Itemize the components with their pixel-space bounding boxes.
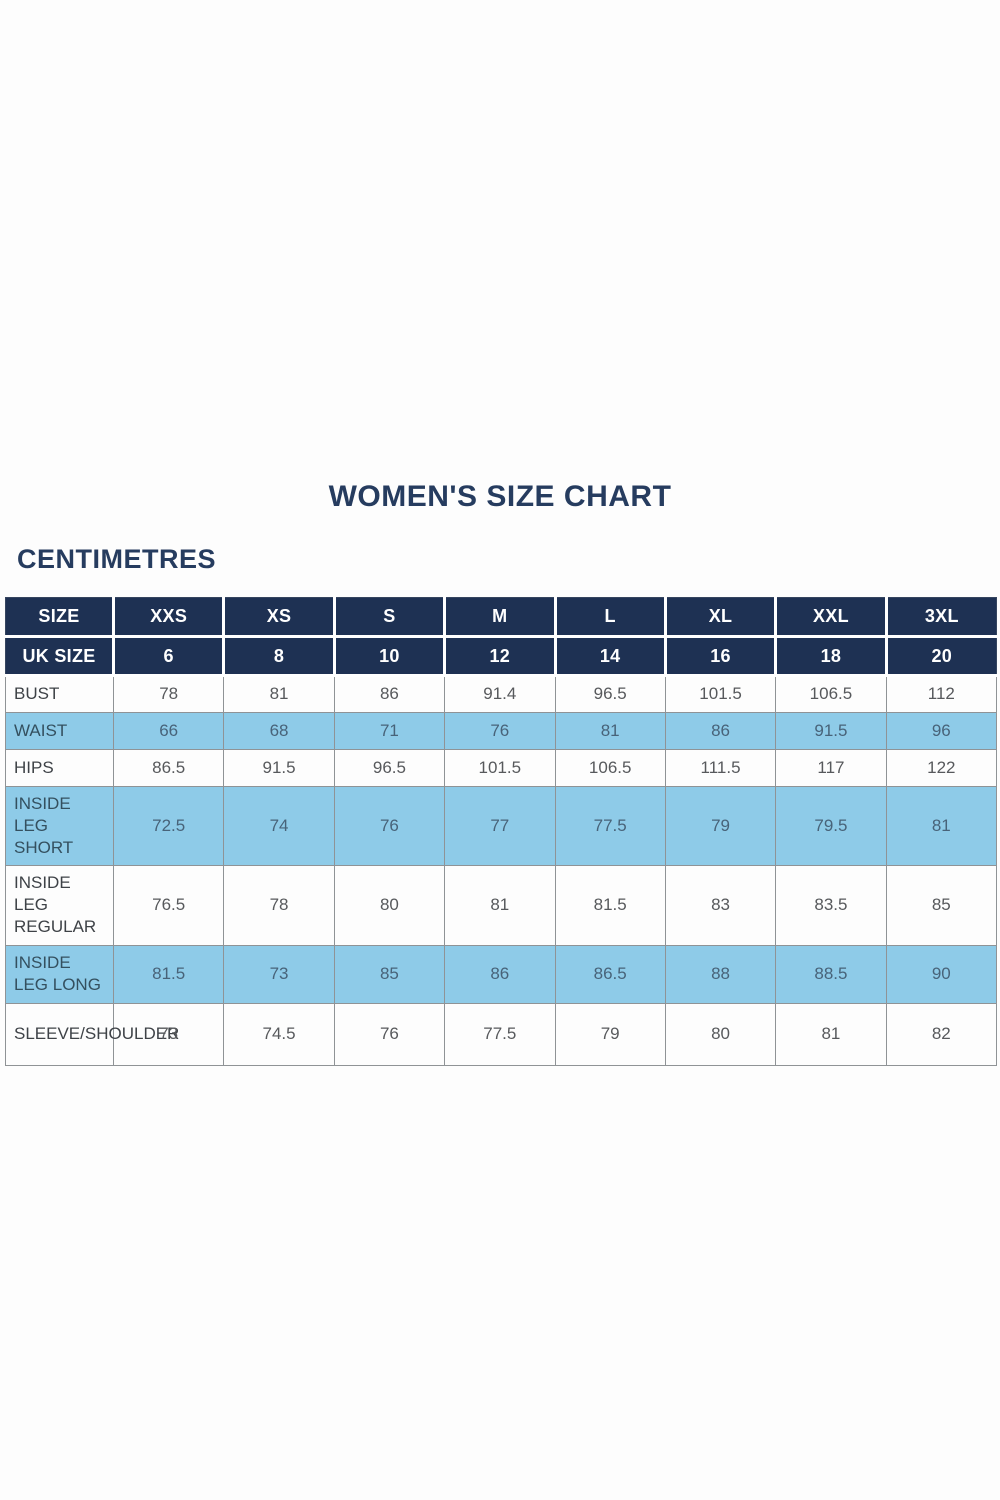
value-cell: 86 bbox=[664, 712, 777, 750]
value-cell: 80 bbox=[333, 865, 446, 946]
value-cell: 76 bbox=[333, 785, 446, 867]
value-cell: 96.5 bbox=[554, 675, 666, 713]
value-cell: 91.4 bbox=[444, 675, 556, 713]
header-cell: XL bbox=[663, 597, 778, 638]
header-row: UK SIZE 6 8 10 12 14 16 18 20 bbox=[5, 635, 998, 677]
value-cell: 86 bbox=[333, 675, 446, 713]
header-cell: 14 bbox=[553, 635, 667, 677]
value-cell: 88 bbox=[664, 944, 777, 1004]
header-cell: 10 bbox=[332, 635, 447, 677]
value-cell: 81 bbox=[444, 865, 556, 946]
value-cell: 73 bbox=[223, 944, 335, 1004]
value-cell: 85 bbox=[885, 865, 998, 946]
value-cell: 117 bbox=[775, 749, 887, 787]
table-row: SLEEVE/SHOULDER 73 74.5 76 77.5 79 80 81 82 bbox=[5, 1002, 998, 1066]
value-cell: 106.5 bbox=[554, 749, 666, 787]
header-cell: 3XL bbox=[884, 597, 998, 638]
value-cell: 112 bbox=[885, 675, 998, 713]
value-cell: 71 bbox=[333, 712, 446, 750]
value-cell: 81.5 bbox=[554, 865, 666, 946]
value-cell: 86.5 bbox=[554, 944, 666, 1004]
table-row: BUST 78 81 86 91.4 96.5 101.5 106.5 112 bbox=[5, 675, 998, 713]
value-cell: 79 bbox=[664, 785, 777, 867]
table-row: WAIST 66 68 71 76 81 86 91.5 96 bbox=[5, 712, 998, 750]
value-cell: 111.5 bbox=[664, 749, 777, 787]
value-cell: 77.5 bbox=[444, 1002, 556, 1066]
value-cell: 76 bbox=[333, 1002, 446, 1066]
header-cell: XXS bbox=[111, 597, 226, 638]
value-cell: 79 bbox=[554, 1002, 666, 1066]
row-label: INSIDE LEG REGULAR bbox=[5, 865, 114, 946]
size-chart-header: SIZE XXS XS S M L XL XXL 3XL UK SIZE 6 8 10 12 14 16 18 2… bbox=[5, 597, 998, 677]
header-cell: 12 bbox=[443, 635, 557, 677]
header-row-label: SIZE bbox=[5, 597, 115, 638]
value-cell: 101.5 bbox=[444, 749, 556, 787]
value-cell: 81 bbox=[223, 675, 335, 713]
value-cell: 85 bbox=[333, 944, 446, 1004]
value-cell: 91.5 bbox=[223, 749, 335, 787]
row-label: BUST bbox=[5, 675, 114, 713]
value-cell: 79.5 bbox=[775, 785, 887, 867]
size-chart-body: BUST 78 81 86 91.4 96.5 101.5 106.5 112 WAIST 66 68… bbox=[5, 675, 998, 1066]
value-cell: 73 bbox=[112, 1002, 225, 1066]
table-row: INSIDE LEG REGULAR 76.5 78 80 81 81.5 83 83.5 85 bbox=[5, 865, 998, 946]
header-cell: 20 bbox=[884, 635, 998, 677]
value-cell: 101.5 bbox=[664, 675, 777, 713]
value-cell: 78 bbox=[112, 675, 225, 713]
value-cell: 81 bbox=[885, 785, 998, 867]
value-cell: 82 bbox=[885, 1002, 998, 1066]
value-cell: 86.5 bbox=[112, 749, 225, 787]
row-label: INSIDE LEG LONG bbox=[5, 944, 114, 1004]
value-cell: 76 bbox=[444, 712, 556, 750]
value-cell: 81.5 bbox=[112, 944, 225, 1004]
unit-label: CENTIMETRES bbox=[17, 544, 217, 574]
value-cell: 96.5 bbox=[333, 749, 446, 787]
page-title: WOMEN'S SIZE CHART bbox=[328, 480, 672, 513]
value-cell: 83 bbox=[664, 865, 777, 946]
header-cell: S bbox=[332, 597, 447, 638]
header-cell: 18 bbox=[774, 635, 888, 677]
row-label: INSIDE LEG SHORT bbox=[5, 785, 114, 867]
table-row: INSIDE LEG SHORT 72.5 74 76 77 77.5 79 79.5 81 bbox=[5, 785, 998, 867]
value-cell: 81 bbox=[775, 1002, 887, 1066]
header-cell: M bbox=[443, 597, 557, 638]
value-cell: 83.5 bbox=[775, 865, 887, 946]
value-cell: 72.5 bbox=[112, 785, 225, 867]
value-cell: 91.5 bbox=[775, 712, 887, 750]
row-label: SLEEVE/SHOULDER bbox=[5, 1002, 179, 1066]
value-cell: 68 bbox=[223, 712, 335, 750]
value-cell: 74 bbox=[223, 785, 335, 867]
value-cell: 74.5 bbox=[223, 1002, 335, 1066]
value-cell: 81 bbox=[554, 712, 666, 750]
value-cell: 122 bbox=[885, 749, 998, 787]
row-label: WAIST bbox=[5, 712, 114, 750]
header-cell: L bbox=[553, 597, 667, 638]
table-row: INSIDE LEG LONG 81.5 73 85 86 86.5 88 88.5 90 bbox=[5, 944, 998, 1004]
table-row: HIPS 86.5 91.5 96.5 101.5 106.5 111.5 117 122 bbox=[5, 749, 998, 787]
value-cell: 77 bbox=[444, 785, 556, 867]
header-row: SIZE XXS XS S M L XL XXL 3XL bbox=[5, 597, 998, 638]
header-cell: XS bbox=[222, 597, 336, 638]
header-row-label: UK SIZE bbox=[5, 635, 115, 677]
size-chart-table: SIZE XXS XS S M L XL XXL 3XL UK SIZE 6 8 10 12 14 16 18 2… bbox=[5, 597, 998, 1066]
value-cell: 66 bbox=[112, 712, 225, 750]
value-cell: 106.5 bbox=[775, 675, 887, 713]
header-cell: XXL bbox=[774, 597, 888, 638]
value-cell: 88.5 bbox=[775, 944, 887, 1004]
value-cell: 77.5 bbox=[554, 785, 666, 867]
header-cell: 6 bbox=[111, 635, 226, 677]
header-cell: 16 bbox=[663, 635, 778, 677]
value-cell: 96 bbox=[885, 712, 998, 750]
value-cell: 80 bbox=[664, 1002, 777, 1066]
value-cell: 78 bbox=[223, 865, 335, 946]
value-cell: 86 bbox=[444, 944, 556, 1004]
header-cell: 8 bbox=[222, 635, 336, 677]
value-cell: 76.5 bbox=[112, 865, 225, 946]
value-cell: 90 bbox=[885, 944, 998, 1004]
row-label: HIPS bbox=[5, 749, 114, 787]
